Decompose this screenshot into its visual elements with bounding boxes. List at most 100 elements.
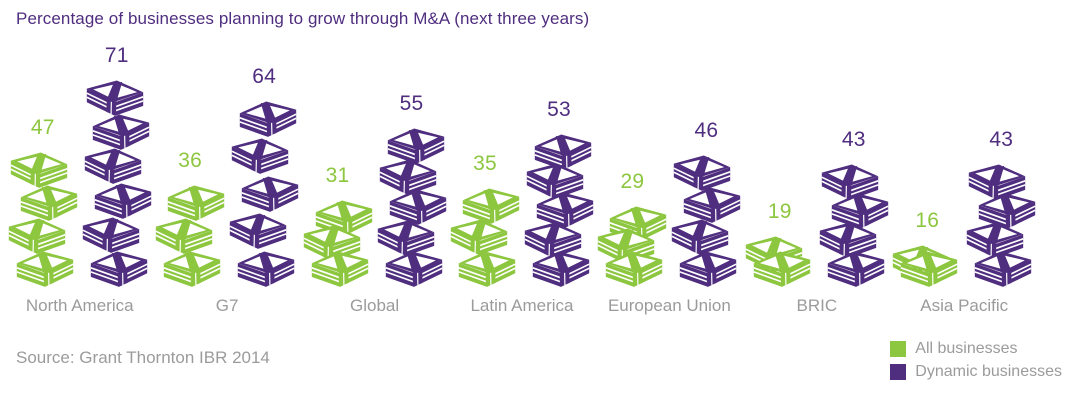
- bar-column-dynamic: 43: [818, 129, 890, 287]
- money-stack-icon: [238, 95, 298, 137]
- legend-label: Dynamic businesses: [915, 363, 1062, 380]
- category-label: G7: [215, 296, 239, 315]
- money-stack-icon: [457, 245, 517, 287]
- bar-pair: 16 43: [891, 42, 1037, 287]
- legend-item-all-businesses: All businesses: [890, 340, 1062, 358]
- chart-group-north-america: 47 71 North America: [6, 42, 153, 316]
- bar-pair: 47 71: [7, 42, 153, 287]
- money-stack-icon: [670, 213, 730, 255]
- bar-column-all: 19: [744, 201, 816, 287]
- money-stack-icon: [378, 153, 438, 195]
- value-label: 71: [104, 44, 129, 67]
- chart-plot-area: 47 71 North America 36 64 G7 31 55 Global 35 53 Lat…: [6, 42, 1038, 316]
- money-stack-icon: [531, 245, 591, 287]
- value-label: 36: [178, 149, 202, 172]
- money-stack-icon: [81, 211, 141, 253]
- bar-column-dynamic: 64: [228, 66, 300, 287]
- chart-group-european-union: 29 46 European Union: [596, 42, 743, 316]
- money-stack-icon: [240, 170, 300, 212]
- money-stack-icon: [15, 245, 75, 287]
- money-stack-bar: [228, 95, 300, 287]
- money-stack-icon: [461, 182, 521, 224]
- money-stack-bar: [891, 239, 963, 287]
- value-label: 29: [620, 170, 645, 193]
- money-stack-icon: [228, 207, 288, 249]
- money-stack-icon: [166, 179, 226, 221]
- money-stack-icon: [9, 146, 69, 188]
- bar-column-all: 29: [596, 171, 668, 287]
- money-stack-icon: [83, 142, 143, 184]
- money-stack-icon: [7, 212, 67, 254]
- money-stack-icon: [162, 245, 222, 287]
- value-label: 19: [767, 200, 792, 223]
- bar-column-dynamic: 53: [523, 99, 595, 287]
- money-stack-icon: [85, 74, 145, 116]
- category-label: BRIC: [796, 296, 838, 315]
- bar-column-all: 31: [302, 165, 374, 287]
- money-stack-icon: [678, 245, 738, 287]
- money-stack-icon: [230, 132, 290, 174]
- money-stack-icon: [533, 128, 593, 170]
- category-label: European Union: [607, 296, 731, 315]
- money-stack-icon: [682, 181, 742, 223]
- bar-column-dynamic: 55: [376, 93, 448, 287]
- legend: All businesses Dynamic businesses: [890, 340, 1062, 381]
- money-stack-icon: [19, 179, 79, 221]
- money-stack-icon: [830, 187, 890, 229]
- money-stack-icon: [525, 157, 585, 199]
- money-stack-icon: [449, 213, 509, 255]
- money-stack-icon: [977, 187, 1037, 229]
- money-stack-icon: [973, 245, 1033, 287]
- value-label: 64: [252, 65, 276, 88]
- chart-title: Percentage of businesses planning to gro…: [16, 9, 590, 28]
- value-label: 43: [989, 128, 1014, 151]
- money-stack-icon: [154, 212, 214, 254]
- money-stack-bar: [81, 74, 153, 287]
- money-stack-icon: [310, 245, 370, 287]
- bar-column-dynamic: 46: [670, 120, 742, 287]
- money-stack-icon: [820, 158, 880, 200]
- money-stack-icon: [384, 245, 444, 287]
- money-stack-icon: [523, 216, 583, 258]
- money-stack-bar: [965, 158, 1037, 287]
- money-stack-bar: [523, 128, 595, 287]
- money-stack-bar: [154, 179, 226, 287]
- money-stack-bar: [596, 200, 668, 287]
- value-label: 43: [841, 128, 866, 151]
- legend-item-dynamic-businesses: Dynamic businesses: [890, 363, 1062, 381]
- legend-label: All businesses: [915, 340, 1018, 357]
- bar-column-all: 47: [7, 117, 79, 287]
- money-stack-bar: [7, 146, 79, 287]
- money-stack-icon: [535, 186, 595, 228]
- source-note: Source: Grant Thornton IBR 2014: [16, 348, 270, 367]
- bar-pair: 19 43: [744, 42, 890, 287]
- money-stack-icon: [826, 245, 886, 287]
- category-label: Global: [349, 296, 400, 315]
- money-stack-icon: [386, 122, 446, 164]
- money-stack-icon: [752, 245, 812, 287]
- money-stack-icon: [236, 245, 296, 287]
- bar-pair: 36 64: [154, 42, 300, 287]
- money-stack-bar: [302, 194, 374, 287]
- money-stack-bar: [744, 230, 816, 287]
- chart-group-latin-america: 35 53 Latin America: [448, 42, 595, 316]
- money-stack-icon: [967, 158, 1027, 200]
- chart-group-global: 31 55 Global: [301, 42, 448, 316]
- bar-column-all: 35: [449, 153, 521, 287]
- bar-pair: 35 53: [449, 42, 595, 287]
- bar-pair: 29 46: [596, 42, 742, 287]
- money-stack-icon: [604, 245, 664, 287]
- value-label: 53: [547, 98, 571, 121]
- value-label: 31: [325, 164, 350, 187]
- bar-column-all: 36: [154, 150, 226, 287]
- money-stack-icon: [818, 216, 878, 258]
- bar-column-all: 16: [891, 210, 963, 287]
- category-label: Latin America: [470, 296, 574, 315]
- value-label: 46: [694, 119, 719, 142]
- category-label: Asia Pacific: [920, 296, 1009, 315]
- money-stack-bar: [818, 158, 890, 287]
- chart-group-asia-pacific: 16 43 Asia Pacific: [891, 42, 1038, 316]
- chart-group-bric: 19 43 BRIC: [743, 42, 890, 316]
- purple-square-swatch: [890, 364, 907, 380]
